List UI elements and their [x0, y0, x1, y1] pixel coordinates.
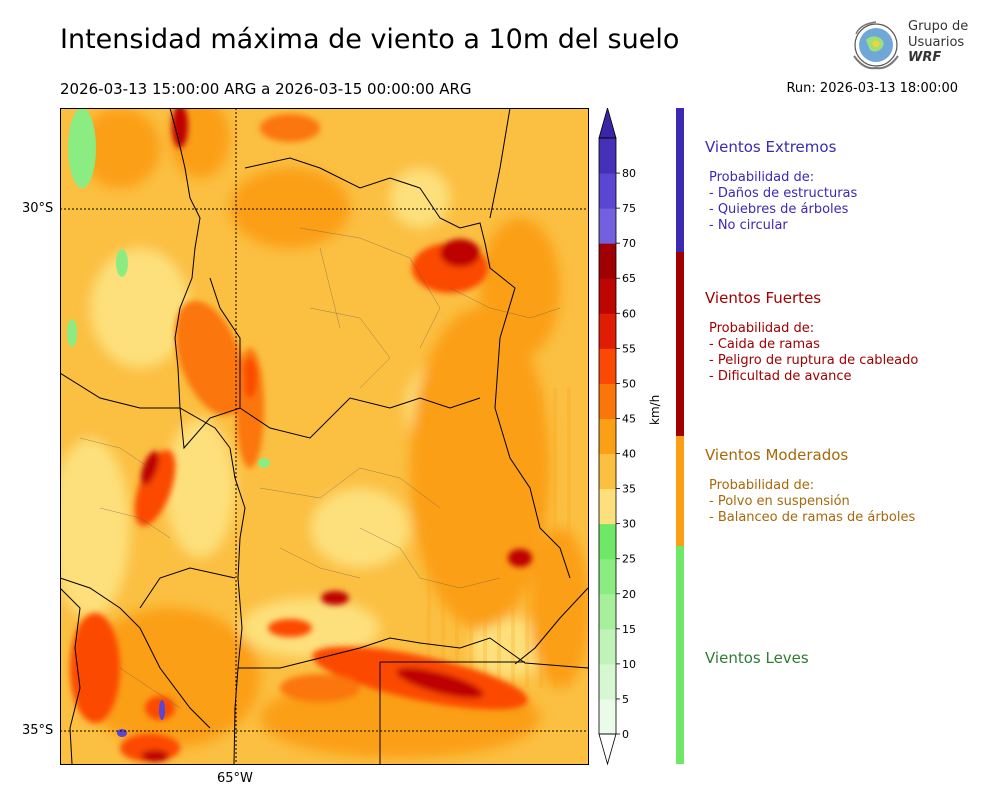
- desc-line: Probabilidad de:: [709, 170, 815, 185]
- colorbar-tick-label: 65: [622, 272, 636, 285]
- category-strong-title: Vientos Fuertes: [705, 289, 822, 307]
- category-strong-desc: Probabilidad de: - Caida de ramas - Peli…: [705, 321, 995, 385]
- colorbar-tick-label: 50: [622, 377, 636, 390]
- category-light-title: Vientos Leves: [705, 649, 809, 667]
- category-strong: Vientos Fuertes Probabilidad de: - Caida…: [705, 289, 995, 385]
- colorbar-swatch: [599, 488, 616, 525]
- department-borders: [79, 227, 561, 709]
- colorbar-swatch: [599, 593, 616, 630]
- colorbar-swatch: [599, 383, 616, 419]
- colorbar-tick-label: 45: [622, 412, 636, 425]
- logo-line-1: Grupo de: [908, 19, 969, 34]
- colorbar-swatch: [599, 628, 616, 665]
- colorbar-swatch: [599, 208, 616, 244]
- colorbar-tick-label: 30: [622, 518, 636, 531]
- desc-line: - No circular: [709, 218, 788, 233]
- colorbar-tick-label: 0: [622, 728, 629, 741]
- calm-zone: [68, 108, 96, 188]
- colorbar-tick-label: 10: [622, 658, 636, 671]
- run-time: Run: 2026-03-13 18:00:00: [786, 81, 958, 96]
- colorbar: 0 5 10 15 20 25 30 35 40 45 50 55 60 65 70 75 80: [590, 106, 660, 768]
- calm-zone: [258, 458, 270, 468]
- extreme-wind-spot: [117, 729, 127, 737]
- category-bar-strong: [676, 252, 684, 436]
- calm-zone: [67, 319, 77, 347]
- logo-line-3: WRF: [908, 50, 942, 65]
- lat-label-30s: 30°S: [22, 201, 54, 216]
- category-bar-extreme: [676, 108, 684, 252]
- colorbar-svg: 0 5 10 15 20 25 30 35 40 45 50 55 60 65 70 75 80: [598, 106, 636, 766]
- forecast-period: 2026-03-13 15:00:00 ARG a 2026-03-15 00:…: [60, 80, 472, 98]
- category-extreme-title: Vientos Extremos: [705, 138, 837, 156]
- colorbar-swatch: [599, 348, 616, 384]
- globe-logo-icon: [853, 21, 899, 70]
- logo-line-2: Usuarios: [908, 35, 965, 50]
- category-moderate-title: Vientos Moderados: [705, 446, 849, 464]
- category-bar-moderate: [676, 436, 684, 546]
- desc-line: - Polvo en suspensión: [709, 494, 850, 509]
- colorbar-swatch: [599, 138, 616, 174]
- category-moderate: Vientos Moderados Probabilidad de: - Pol…: [705, 446, 995, 526]
- colorbar-extend-min: [598, 733, 617, 766]
- desc-line: - Quiebres de árboles: [709, 202, 849, 217]
- colorbar-swatch: [599, 663, 616, 700]
- colorbar-tick-label: 5: [622, 693, 629, 706]
- colorbar-tick-label: 75: [622, 202, 636, 215]
- colorbar-tick-label: 55: [622, 342, 636, 355]
- colorbar-unit: km/h: [648, 394, 662, 425]
- colorbar-swatch: [599, 173, 616, 209]
- desc-line: - Daños de estructuras: [709, 186, 858, 201]
- lon-label-65w: 65°W: [217, 771, 253, 786]
- category-moderate-desc: Probabilidad de: - Polvo en suspensión -…: [705, 478, 995, 526]
- colorbar-swatch: [599, 313, 616, 349]
- colorbar-swatch: [599, 698, 616, 735]
- desc-line: Probabilidad de:: [709, 321, 815, 336]
- colorbar-swatch: [599, 278, 616, 314]
- graticule: [60, 108, 588, 764]
- desc-line: - Balanceo de ramas de árboles: [709, 510, 916, 525]
- colorbar-tick-label: 80: [622, 167, 636, 180]
- category-bar: [676, 108, 684, 764]
- category-light: Vientos Leves: [705, 649, 995, 667]
- colorbar-tick-label: 25: [622, 553, 636, 566]
- desc-line: Probabilidad de:: [709, 478, 815, 493]
- colorbar-swatch: [599, 453, 616, 490]
- colorbar-swatch: [599, 523, 616, 560]
- desc-line: - Caida de ramas: [709, 337, 820, 352]
- wind-field-svg: [60, 108, 588, 764]
- category-extreme: Vientos Extremos Probabilidad de: - Daño…: [705, 138, 995, 234]
- group-logo: Grupo de Usuarios WRF: [848, 16, 973, 76]
- category-bar-light: [676, 546, 684, 764]
- lat-label-35s: 35°S: [22, 723, 54, 738]
- colorbar-tick-label: 40: [622, 448, 636, 461]
- colorbar-tick-label: 15: [622, 623, 636, 636]
- province-borders: [60, 108, 588, 764]
- colorbar-tick-label: 70: [622, 237, 636, 250]
- colorbar-extend-max: [598, 106, 617, 139]
- colorbar-swatch: [599, 243, 616, 279]
- colorbar-tick-label: 20: [622, 588, 636, 601]
- colorbar-tick-label: 60: [622, 307, 636, 320]
- colorbar-swatch: [599, 418, 616, 455]
- extreme-wind-spot: [159, 700, 165, 720]
- wind-map[interactable]: [60, 108, 588, 764]
- desc-line: - Dificultad de avance: [709, 369, 852, 384]
- calm-zone: [116, 249, 128, 277]
- map-title: Intensidad máxima de viento a 10m del su…: [60, 24, 680, 55]
- colorbar-tick-label: 35: [622, 483, 636, 496]
- desc-line: - Peligro de ruptura de cableado: [709, 353, 919, 368]
- colorbar-swatch: [599, 558, 616, 595]
- category-extreme-desc: Probabilidad de: - Daños de estructuras …: [705, 170, 995, 234]
- colorbar-outline: [598, 137, 617, 735]
